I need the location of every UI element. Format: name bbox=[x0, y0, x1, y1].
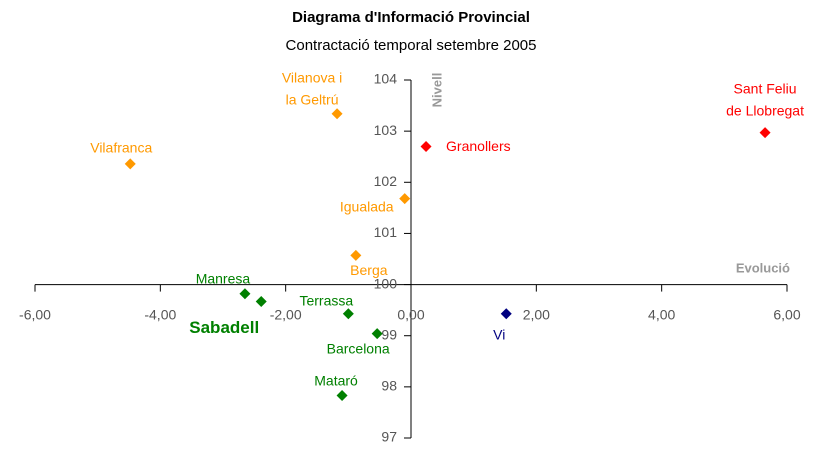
y-tick-label: 99 bbox=[381, 326, 397, 342]
point bbox=[399, 193, 411, 205]
chart-title: Diagrama d'Informació Provincial bbox=[292, 9, 530, 26]
chart-subtitle: Contractació temporal setembre 2005 bbox=[286, 37, 537, 54]
y-tick-label: 100 bbox=[374, 275, 398, 291]
x-tick-label: 4,00 bbox=[648, 306, 675, 322]
x-axis-title: Evolució bbox=[736, 260, 790, 275]
point-label: la Geltrú bbox=[286, 91, 339, 107]
point-label: Vi bbox=[493, 326, 505, 342]
x-tick-label: -2,00 bbox=[270, 306, 302, 322]
point bbox=[759, 127, 771, 139]
x-tick-label: 0,00 bbox=[397, 306, 424, 322]
x-tick-label: 6,00 bbox=[773, 306, 800, 322]
point bbox=[342, 308, 354, 320]
point-label: Mataró bbox=[314, 372, 358, 388]
x-tick-label: -6,00 bbox=[19, 306, 51, 322]
y-tick-label: 101 bbox=[374, 224, 398, 240]
y-tick-label: 97 bbox=[381, 429, 397, 445]
point-label: Vilafranca bbox=[90, 140, 152, 156]
y-tick-label: 98 bbox=[381, 378, 397, 394]
point-label: Terrassa bbox=[299, 292, 353, 308]
x-tick-label: 2,00 bbox=[523, 306, 550, 322]
point bbox=[371, 328, 383, 340]
point-label: Berga bbox=[350, 262, 388, 278]
point-label: Sabadell bbox=[189, 318, 259, 337]
point bbox=[331, 108, 343, 120]
point bbox=[350, 249, 362, 261]
point-label: Manresa bbox=[196, 270, 251, 286]
point bbox=[500, 308, 512, 320]
point-label: Granollers bbox=[446, 138, 511, 154]
y-tick-label: 104 bbox=[374, 71, 398, 87]
point bbox=[420, 140, 432, 152]
y-tick-label: 103 bbox=[374, 122, 398, 138]
point-label: Sant Feliu bbox=[734, 80, 797, 96]
point bbox=[124, 158, 136, 170]
y-tick-label: 102 bbox=[374, 173, 398, 189]
point-label: Igualada bbox=[340, 198, 394, 214]
point-label: de Llobregat bbox=[726, 102, 804, 118]
point-label: Barcelona bbox=[327, 340, 390, 356]
point bbox=[255, 295, 267, 307]
point-label: Vilanova i bbox=[282, 69, 342, 85]
y-axis-title: Nivell bbox=[429, 73, 444, 108]
x-tick-label: -4,00 bbox=[144, 306, 176, 322]
point bbox=[239, 288, 251, 300]
point bbox=[336, 390, 348, 402]
